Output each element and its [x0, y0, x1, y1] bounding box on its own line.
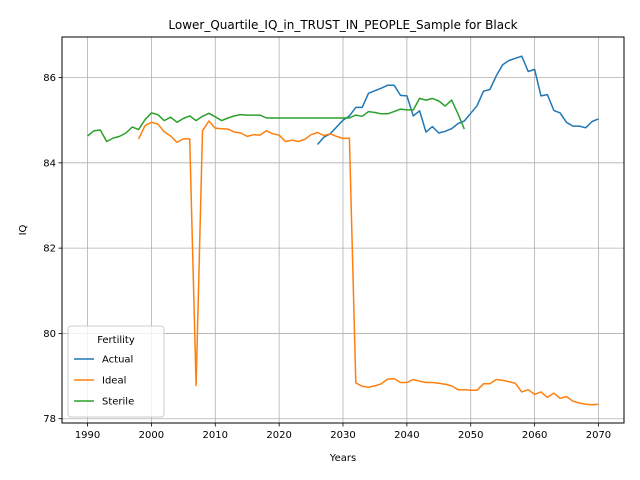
- y-tick-label: 80: [43, 329, 56, 340]
- x-tick-label: 2070: [586, 430, 611, 441]
- legend-label-actual: Actual: [102, 355, 133, 366]
- legend-box: [67, 325, 165, 418]
- x-axis-label: Years: [329, 453, 356, 464]
- tick-layer: 1990 2000 2010 2020 2030 2040 2050 2060 2070 78 80…: [43, 73, 611, 441]
- y-tick-label: 78: [43, 414, 56, 425]
- x-tick-label: 2030: [330, 430, 355, 441]
- x-tick-label: 2060: [522, 430, 547, 441]
- x-tick-label: 2020: [266, 430, 291, 441]
- x-tick-label: 2050: [458, 430, 483, 441]
- x-tick-label: 2000: [139, 430, 164, 441]
- y-tick-label: 82: [43, 244, 56, 255]
- legend-label-ideal: Ideal: [102, 376, 126, 387]
- y-axis-label: IQ: [18, 224, 29, 235]
- legend-title: Fertility: [97, 335, 135, 346]
- x-tick-label: 2010: [203, 430, 228, 441]
- grid-layer: [62, 37, 624, 423]
- legend-label-sterile: Sterile: [102, 397, 134, 408]
- chart-title: Lower_Quartile_IQ_in_TRUST_IN_PEOPLE_Sam…: [168, 18, 517, 32]
- legend: Fertility Actual Ideal Sterile: [67, 325, 165, 418]
- series-layer: [87, 55, 599, 406]
- legend-items: Actual Ideal Sterile: [74, 355, 134, 408]
- y-tick-label: 84: [43, 158, 56, 169]
- series-line-sterile: [87, 97, 465, 143]
- x-tick-label: 1990: [75, 430, 100, 441]
- y-tick-label: 86: [43, 73, 56, 84]
- series-line-actual: [316, 55, 599, 145]
- x-tick-label: 2040: [394, 430, 419, 441]
- series-line-ideal: [137, 120, 599, 406]
